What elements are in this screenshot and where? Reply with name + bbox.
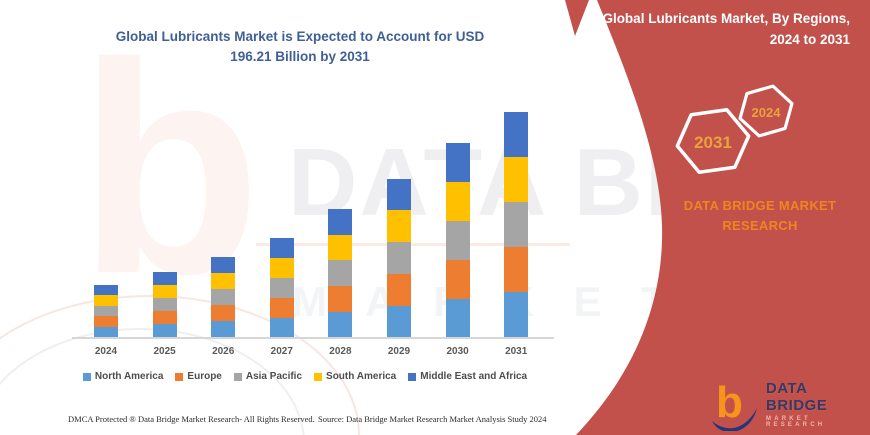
bar-segment [152, 272, 177, 286]
bar-segment [445, 298, 470, 338]
legend-item: Asia Pacific [233, 371, 303, 382]
bar-segment [328, 311, 353, 338]
bar-segment [445, 143, 470, 183]
bar-segment [387, 210, 411, 243]
bar-segment [269, 238, 294, 259]
x-axis-tick-label: 2026 [212, 346, 235, 357]
bar-segment [152, 324, 177, 338]
bar-segment [387, 305, 411, 338]
bar-segment [328, 286, 353, 312]
bar-segment [269, 278, 294, 298]
legend-label: Asia Pacific [245, 371, 303, 382]
x-axis-tick-label: 2031 [505, 346, 528, 357]
x-axis-tick-label: 2027 [270, 346, 293, 357]
x-axis-tick-label: 2028 [329, 346, 352, 357]
logo-wordmark: DATA BRIDGE [766, 380, 828, 414]
bar-segment [445, 221, 470, 260]
legend-label: Middle East and Africa [420, 371, 528, 382]
legend-swatch [408, 372, 417, 381]
legend-item: South America [314, 371, 396, 382]
panel-brand-line1: DATA BRIDGE MARKET [683, 198, 837, 213]
bar-segment [328, 234, 353, 261]
legend-swatch [175, 372, 184, 381]
panel-title: Global Lubricants Market, By Regions, 20… [520, 9, 850, 51]
bar-segment [94, 326, 118, 338]
data-bridge-logo-mark: b [712, 378, 757, 431]
bar-segment [328, 260, 353, 287]
bar-segment [504, 111, 529, 157]
x-axis-tick-label: 2025 [153, 346, 176, 357]
legend-swatch [233, 372, 242, 381]
bar-segment [152, 311, 177, 325]
bar-segment [387, 273, 411, 306]
bar-segment [152, 285, 177, 299]
chart-title-line1: Global Lubricants Market is Expected to … [115, 29, 485, 44]
bar-segment [94, 284, 118, 296]
hexagon-2024-label: 2024 [752, 105, 782, 120]
legend-label: South America [326, 371, 397, 382]
chart-legend: North America Europe Asia Pacific South Ame… [62, 371, 548, 382]
bar-segment [94, 295, 118, 306]
panel-brand-name: DATA BRIDGE MARKET RESEARCH [675, 196, 845, 236]
bar-segment [504, 247, 529, 293]
bar-segment [269, 317, 294, 338]
legend-swatch [314, 372, 323, 381]
panel-title-line2: 2024 to 2031 [769, 31, 850, 47]
legend-label: Europe [187, 371, 222, 382]
legend-item: North America [82, 371, 164, 382]
bar-segment [152, 298, 177, 312]
chart-title-line2: 196.21 Billion by 2031 [230, 48, 370, 64]
legend-item: Europe [175, 371, 222, 382]
source-note: Source: Data Bridge Market Research Mark… [318, 414, 547, 424]
bar-segment [445, 182, 470, 222]
bar-segment [211, 273, 236, 290]
bar-segment [211, 321, 236, 338]
panel-title-line1: Global Lubricants Market, By Regions, [602, 11, 850, 26]
bar-segment [269, 297, 294, 318]
panel-brand-line2: RESEARCH [722, 218, 798, 234]
bar-segment [94, 305, 118, 317]
legend-item: Middle East and Africa [408, 371, 527, 382]
legend-swatch [82, 372, 91, 381]
bar-segment [387, 242, 411, 274]
hexagon-2031: 2031 [675, 108, 751, 174]
bar-segment [445, 259, 470, 299]
x-axis-tick-label: 2029 [387, 346, 411, 357]
hexagon-2031-label: 2031 [694, 133, 732, 152]
bar-segment [211, 257, 236, 274]
bar-segment [328, 209, 353, 235]
bar-segment [269, 258, 294, 279]
bar-segment [94, 316, 118, 327]
bar-segment [504, 201, 529, 248]
logo-tagline: MARKET RESEARCH [766, 416, 826, 428]
dmca-notice: DMCA Protected ® Data Bridge Market Rese… [68, 414, 315, 424]
watermark-underline [256, 243, 570, 246]
bar-segment [211, 305, 236, 322]
hexagon-2024: 2024 [738, 84, 794, 138]
x-axis-tick-label: 2030 [446, 346, 469, 357]
x-axis-line [72, 337, 554, 339]
chart-title: Global Lubricants Market is Expected to … [62, 27, 538, 66]
bar-segment [387, 178, 411, 211]
bar-segment [211, 289, 236, 306]
legend-label: North America [94, 371, 164, 382]
x-axis-tick-label: 2024 [94, 346, 118, 357]
data-bridge-logo: b DATA BRIDGE MARKET RESEARCH [710, 377, 870, 431]
bar-segment [504, 292, 529, 338]
bar-segment [504, 156, 529, 202]
svg-text:b: b [716, 378, 743, 427]
